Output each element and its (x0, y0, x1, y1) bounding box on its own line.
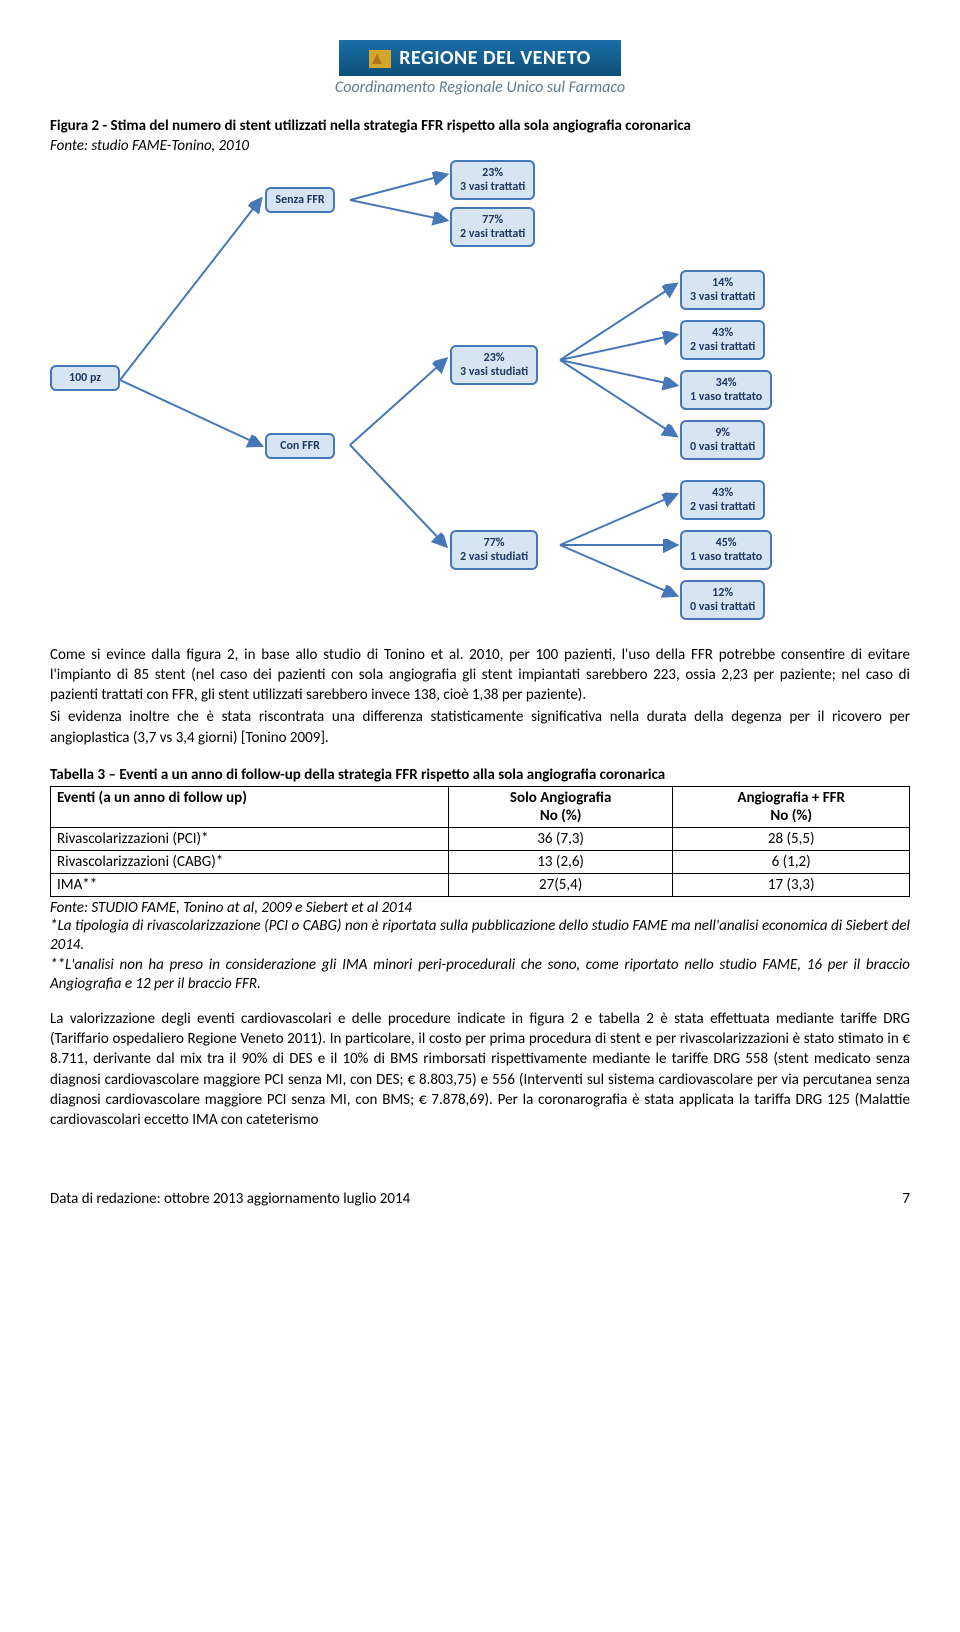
flowchart-diagram: 100 pz Senza FFR Con FFR 23% 3 vasi trat… (50, 165, 910, 625)
paragraph-1: Come si evince dalla figura 2, in base a… (50, 645, 910, 706)
cell-label: Rivascolarizzazioni (CABG)* (51, 850, 449, 873)
figure-source: Fonte: studio FAME-Tonino, 2010 (50, 137, 910, 155)
page-footer: Data di redazione: ottobre 2013 aggiorna… (50, 1190, 910, 1208)
figure-caption: Figura 2 - Stima del numero di stent uti… (50, 117, 910, 137)
th-ffr-line1: Angiografia + FFR (737, 789, 845, 807)
table-note1: *La tipologia di rivascolarizzazione (PC… (50, 917, 910, 956)
region-banner: REGIONE DEL VENETO (339, 40, 621, 76)
cell-v1: 13 (2,6) (448, 850, 672, 873)
subbanner-text: Coordinamento Regionale Unico sul Farmac… (50, 78, 910, 97)
table-row: IMA** 27(5,4) 17 (3,3) (51, 873, 910, 896)
node-con-ffr: Con FFR (265, 433, 335, 459)
table-title: Tabella 3 – Eventi a un anno di follow-u… (50, 766, 910, 784)
th-angio: Solo Angiografia No (%) (448, 786, 672, 827)
node-c2: 43% 2 vasi trattati (680, 320, 765, 361)
th-ffr-line2: No (%) (770, 807, 812, 825)
node-con-std2: 77% 2 vasi studiati (450, 530, 538, 571)
events-table: Eventi (a un anno di follow up) Solo Ang… (50, 786, 910, 897)
th-angio-line1: Solo Angiografia (510, 789, 611, 807)
footer-page-number: 7 (902, 1190, 910, 1208)
th-events: Eventi (a un anno di follow up) (51, 786, 449, 827)
node-root: 100 pz (50, 365, 120, 391)
paragraph-3: La valorizzazione degli eventi cardiovas… (50, 1009, 910, 1131)
node-senza-ffr: Senza FFR (265, 187, 335, 213)
table-row: Rivascolarizzazioni (PCI)* 36 (7,3) 28 (… (51, 827, 910, 850)
cell-v2: 6 (1,2) (673, 850, 910, 873)
node-c5: 43% 2 vasi trattati (680, 480, 765, 521)
th-angio-line2: No (%) (540, 807, 582, 825)
footer-left: Data di redazione: ottobre 2013 aggiorna… (50, 1190, 410, 1208)
node-c6: 45% 1 vaso trattato (680, 530, 772, 571)
table-note2: **L'analisi non ha preso in considerazio… (50, 956, 910, 995)
para1-text: Come si evince dalla figura 2, in base a… (50, 646, 910, 705)
lion-icon (369, 50, 391, 68)
cell-v2: 28 (5,5) (673, 827, 910, 850)
cell-v1: 36 (7,3) (448, 827, 672, 850)
node-c1: 14% 3 vasi trattati (680, 270, 765, 311)
node-c3: 34% 1 vaso trattato (680, 370, 772, 411)
cell-label: Rivascolarizzazioni (PCI)* (51, 827, 449, 850)
node-senza-out1: 23% 3 vasi trattati (450, 160, 535, 201)
page-header: REGIONE DEL VENETO Coordinamento Regiona… (50, 40, 910, 97)
document-page: REGIONE DEL VENETO Coordinamento Regiona… (0, 0, 960, 1238)
th-angio-ffr: Angiografia + FFR No (%) (673, 786, 910, 827)
node-senza-out2: 77% 2 vasi trattati (450, 207, 535, 248)
table-source: Fonte: STUDIO FAME, Tonino at al, 2009 e… (50, 899, 910, 917)
cell-v2: 17 (3,3) (673, 873, 910, 896)
table-row: Rivascolarizzazioni (CABG)* 13 (2,6) 6 (… (51, 850, 910, 873)
node-con-std1: 23% 3 vasi studiati (450, 345, 538, 386)
cell-label: IMA** (51, 873, 449, 896)
paragraph-2: Si evidenza inoltre che è stata riscontr… (50, 707, 910, 748)
node-c4: 9% 0 vasi trattati (680, 420, 765, 461)
cell-v1: 27(5,4) (448, 873, 672, 896)
banner-text: REGIONE DEL VENETO (399, 46, 591, 70)
node-c7: 12% 0 vasi trattati (680, 580, 765, 621)
